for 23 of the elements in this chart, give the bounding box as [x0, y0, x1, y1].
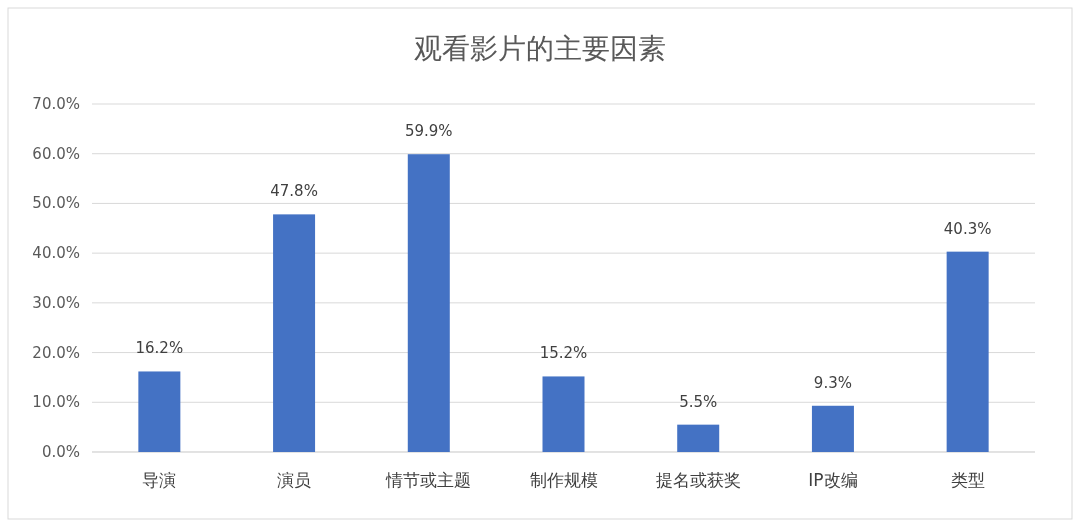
data-label: 16.2%: [135, 339, 184, 358]
y-tick-label: 0.0%: [41, 443, 80, 461]
y-tick-label: 30.0%: [32, 293, 80, 312]
x-tick-label: 情节或主题: [385, 470, 472, 490]
data-label: 5.5%: [679, 392, 718, 411]
title: 观看影片的主要因素: [414, 32, 666, 65]
data-label: 59.9%: [404, 122, 453, 141]
x-tick-label: 演员: [277, 470, 312, 490]
data-label: 47.8%: [270, 182, 318, 201]
x-tick-label: IP改编: [808, 470, 858, 490]
data-label: 9.3%: [813, 373, 852, 392]
data-label: 15.2%: [539, 344, 588, 363]
x-tick-label: 提名或获奖: [655, 470, 741, 490]
x-tick-label: 导演: [142, 470, 177, 490]
y-tick-label: 60.0%: [32, 144, 80, 163]
y-tick-label: 70.0%: [32, 95, 80, 113]
data-label: 40.3%: [943, 219, 992, 238]
y-tick-label: 40.0%: [32, 244, 80, 263]
x-tick-label: 制作规模: [529, 470, 598, 490]
y-tick-label: 10.0%: [32, 393, 80, 412]
y-tick-label: 20.0%: [32, 343, 80, 362]
x-tick-label: 类型: [950, 470, 985, 490]
y-tick-label: 50.0%: [32, 194, 80, 213]
